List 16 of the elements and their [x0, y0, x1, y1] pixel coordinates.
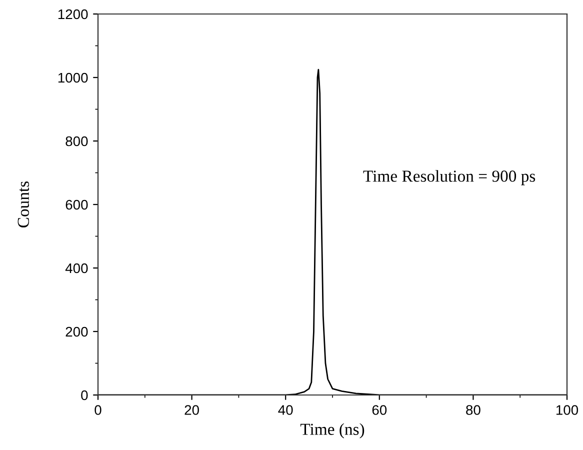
y-tick-label: 0: [81, 390, 88, 400]
annotation: Time Resolution = 900 ps: [363, 170, 536, 186]
x-tick-label: 40: [278, 405, 293, 415]
x-tick-label: 20: [184, 405, 199, 415]
y-axis-title: Counts: [18, 181, 29, 228]
y-tick-label: 1000: [58, 72, 88, 83]
y-tick-label: 800: [66, 136, 88, 146]
x-axis-title: Time (ns): [300, 423, 364, 438]
x-tick-label: 80: [466, 405, 480, 415]
y-tick-label: 400: [65, 263, 88, 274]
y-tick-label: 600: [66, 200, 88, 210]
y-tick-label: 200: [66, 326, 88, 337]
x-tick-label: 0: [94, 405, 102, 415]
x-tick-label: 60: [372, 405, 387, 415]
x-tick-label: 100: [556, 405, 578, 415]
y-tick-label: 1200: [58, 9, 88, 20]
